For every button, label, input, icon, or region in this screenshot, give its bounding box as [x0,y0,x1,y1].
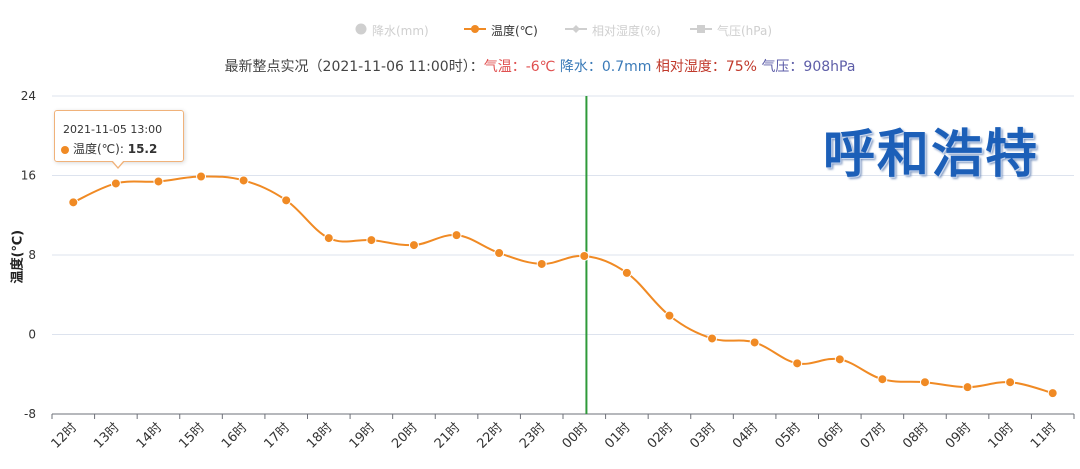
latest-observation-summary: 最新整点实况（2021-11-06 11:00时）：气温：-6℃ 降水：0.7m… [0,56,1080,76]
temperature-point [707,333,718,344]
x-tick-label: 04时 [730,420,761,451]
temperature-point [919,377,930,388]
x-tick-label: 05时 [773,420,804,451]
x-tick-label: 16时 [219,420,250,451]
x-tick-label: 17时 [262,420,293,451]
tooltip-row: 温度(℃): 15.2 [61,140,157,157]
x-axis: 12时 13时 14时 15时 16时 17时 18时 19时 20时 21时 22时 23时 00时 0… [49,413,1075,452]
y-tick-label: 8 [28,248,36,262]
temperature-point [1047,388,1058,399]
legend-item-humidity[interactable]: 相对湿度(%) [565,19,661,41]
y-axis-label: 温度(℃) [10,229,26,284]
x-tick-label: 08时 [900,420,931,451]
x-tick-label: 10时 [985,420,1016,451]
temperature-point [579,250,590,261]
x-tick-label: 00时 [560,420,591,451]
line-square-icon [690,23,712,38]
x-tick-label: 07时 [858,420,889,451]
summary-prefix: 最新整点实况（2021-11-06 11:00时）： [224,59,484,75]
tooltip-dot-icon [61,145,69,154]
temperature-point [238,175,249,186]
x-tick-label: 02时 [645,420,676,451]
temperature-point [664,310,675,321]
legend-item-temperature[interactable]: 温度(℃) [464,19,538,41]
temperature-point [153,176,164,187]
summary-pressure: 气压：908hPa [761,59,856,75]
temperature-line [72,175,1053,395]
legend-item-precipitation[interactable]: 降水(mm) [355,19,429,41]
data-tooltip: 2021-11-05 13:00 温度(℃): 15.2 [54,110,184,169]
temperature-point [749,337,760,348]
grid-lines [52,95,1074,335]
temperature-point [494,248,505,259]
temperature-point [962,382,973,393]
y-axis: -8 0 8 16 24 [21,89,36,421]
x-tick-label: 01时 [602,420,633,451]
temperature-point [621,267,632,278]
y-tick-label: -8 [24,407,36,421]
city-name: 呼和浩特 [823,124,1040,185]
temperature-point [323,233,334,244]
x-tick-label: 06时 [815,420,846,451]
x-tick-label: 23时 [517,420,548,451]
temperature-point [1005,377,1016,388]
legend-label: 气压(hPa) [717,23,773,38]
x-tick-label: 14时 [134,420,165,451]
temperature-point [196,171,207,182]
temperature-point [834,354,845,365]
chart-legend: 降水(mm) 温度(℃) 相对湿度(%) 气压(hPa) [0,19,1080,41]
tooltip-time: 2021-11-05 13:00 [63,123,163,136]
legend-label: 温度(℃) [491,23,538,38]
temperature-point [68,197,79,208]
temperature-point [110,178,121,189]
line-diamond-icon [565,23,587,38]
legend-item-pressure[interactable]: 气压(hPa) [690,19,772,41]
y-tick-label: 24 [21,89,36,103]
summary-humidity: 相对湿度：75% [655,59,757,75]
tooltip-series-label: 温度(℃): [73,142,124,156]
x-tick-label: 11时 [1028,420,1059,451]
x-tick-label: 03时 [687,420,718,451]
temperature-point [451,230,462,241]
x-tick-label: 20时 [389,420,420,451]
x-tick-label: 19时 [347,420,378,451]
y-tick-label: 0 [28,328,36,342]
x-tick-label: 15时 [176,420,207,451]
line-circle-icon [464,23,486,38]
x-tick-label: 21时 [432,420,463,451]
x-tick-label: 18时 [304,420,335,451]
legend-label: 降水(mm) [372,23,429,38]
temperature-point [877,374,888,385]
summary-temperature: 气温：-6℃ [483,59,556,75]
y-tick-label: 16 [21,169,36,183]
temperature-point [281,195,292,206]
x-tick-label: 22时 [474,420,505,451]
temperature-point [366,235,377,246]
temperature-point [792,358,803,369]
temperature-point [536,258,547,269]
temperature-series [68,171,1058,399]
temperature-point [408,240,419,251]
legend-label: 相对湿度(%) [592,23,661,38]
x-tick-label: 12时 [49,420,80,451]
summary-precipitation: 降水：0.7mm [559,59,652,75]
x-tick-label: 13时 [91,420,122,451]
x-tick-label: 09时 [943,420,974,451]
circle-icon [355,23,367,38]
tooltip-value: 15.2 [127,142,158,156]
